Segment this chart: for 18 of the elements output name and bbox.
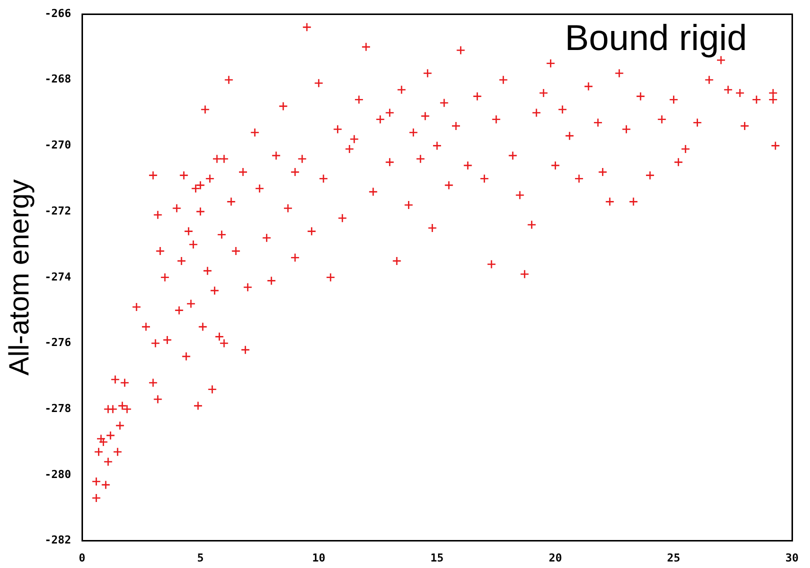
x-tick-label: 15 — [430, 551, 444, 564]
x-tick-label: 20 — [548, 551, 562, 564]
y-tick-label: -280 — [44, 468, 72, 481]
y-tick-label: -282 — [44, 534, 72, 547]
y-tick-label: -268 — [44, 72, 72, 86]
y-tick-label: -270 — [44, 138, 72, 152]
y-tick-label: -276 — [44, 336, 72, 350]
x-tick-label: 10 — [312, 551, 326, 564]
y-tick-label: -278 — [44, 402, 72, 415]
x-tick-label: 0 — [78, 551, 86, 564]
x-tick-label: 30 — [785, 551, 799, 564]
chart-title: Bound rigid — [564, 16, 747, 58]
x-tick-label: 25 — [667, 551, 680, 564]
y-tick-label: -272 — [44, 204, 72, 218]
y-axis-title: All-atom energy — [4, 179, 35, 376]
y-tick-label: -274 — [44, 270, 72, 284]
x-tick-label: 5 — [197, 551, 204, 564]
y-tick-label: -266 — [44, 6, 72, 20]
